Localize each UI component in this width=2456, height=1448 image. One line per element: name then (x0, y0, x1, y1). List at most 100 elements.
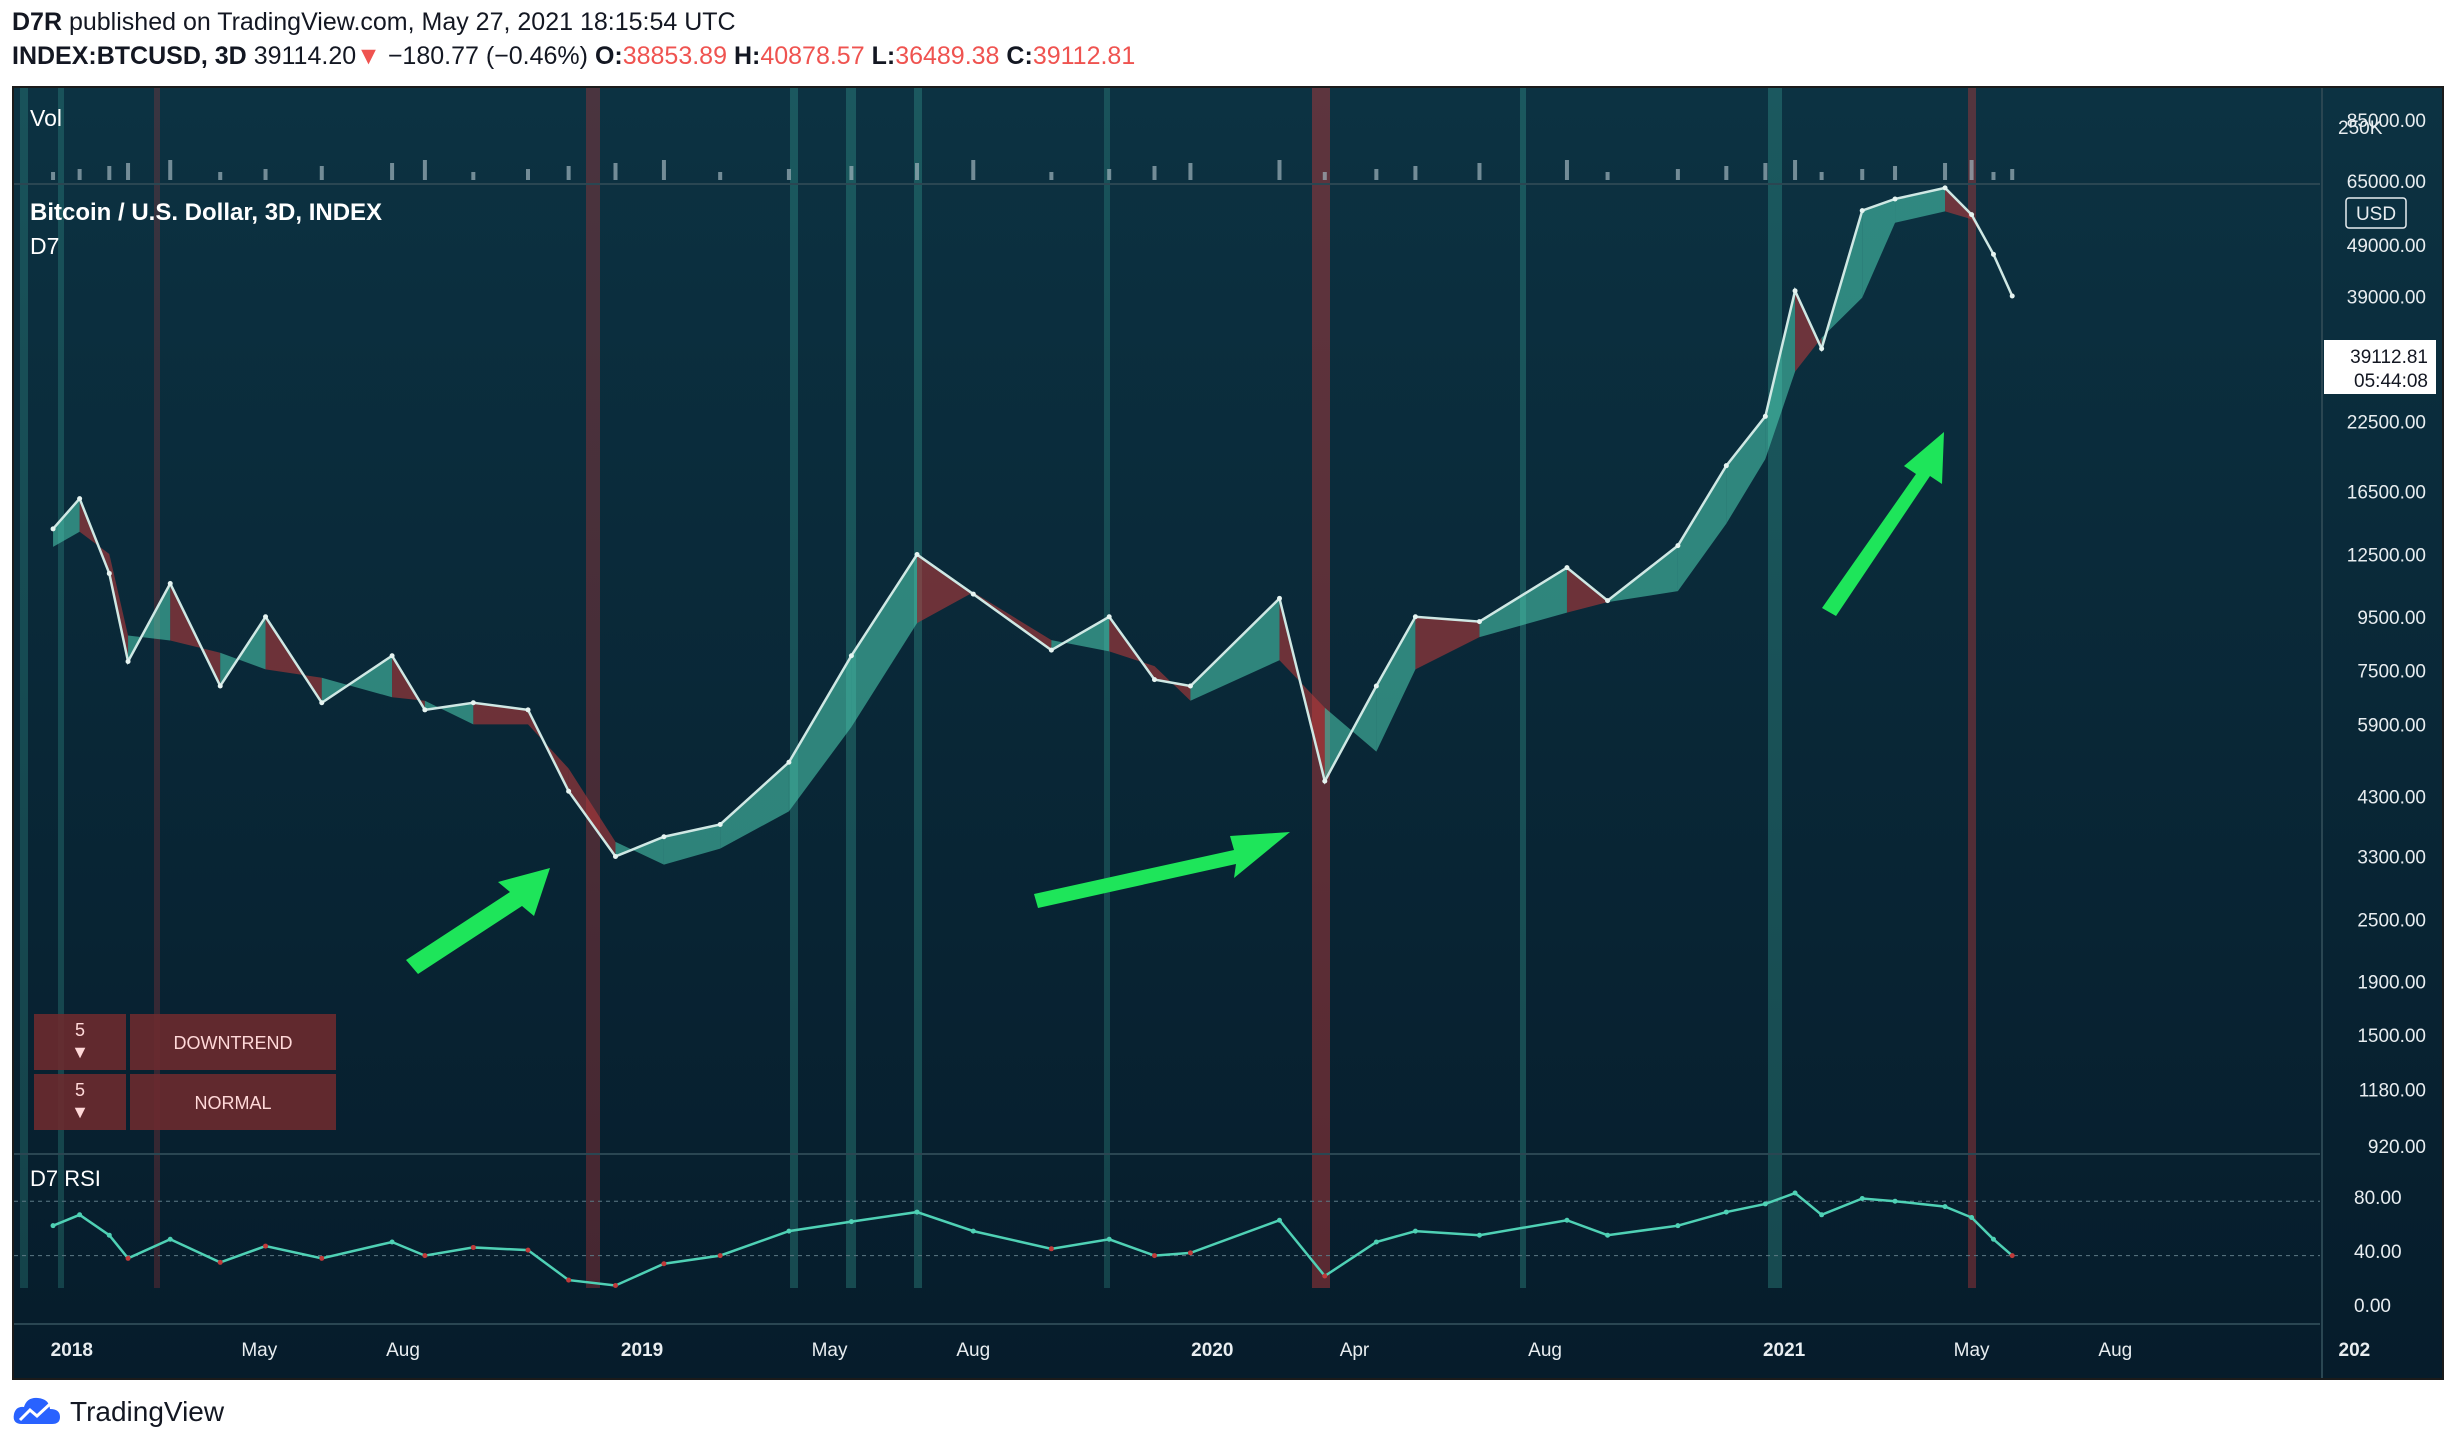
rsi-point (1762, 1201, 1768, 1207)
rsi-point (1373, 1239, 1379, 1245)
rsi-point (661, 1261, 667, 1267)
arrow-annotation-1 (406, 868, 550, 974)
rsi-point (1322, 1273, 1328, 1279)
price-point (1322, 778, 1328, 784)
volume-bar (1605, 172, 1610, 180)
price-tick-label: 49000.00 (2347, 236, 2426, 257)
volume-bar (471, 172, 476, 180)
high-value: 40878.57 (760, 42, 865, 70)
time-tick-label: 202 (2339, 1340, 2371, 1361)
symbol-label: INDEX:BTCUSD, 3D (12, 42, 247, 70)
status-cell-1 (34, 1014, 126, 1070)
volume-bar (107, 166, 112, 180)
time-tick-label: Aug (2098, 1340, 2132, 1361)
price-point (1819, 346, 1825, 352)
rsi-tick-80: 80.00 (2354, 1188, 2402, 1209)
price-tick-label: 16500.00 (2347, 483, 2426, 504)
volume-bar (319, 166, 324, 180)
price-point (422, 707, 428, 713)
rsi-point (970, 1228, 976, 1234)
status-row2-value: 5 (75, 1080, 85, 1100)
price-tick-label: 3300.00 (2357, 847, 2426, 868)
low-value: 36489.38 (895, 42, 1000, 70)
price-tick-label: 920.00 (2368, 1137, 2426, 1158)
volume-bar (1564, 160, 1569, 180)
price-point (525, 707, 531, 713)
time-tick-label: 2018 (51, 1340, 93, 1361)
open-label: O: (594, 42, 623, 70)
author-name[interactable]: D7R (12, 8, 63, 36)
price-point (612, 853, 618, 859)
rsi-point (1476, 1232, 1482, 1238)
trend-ribbon-segment (1862, 198, 1896, 298)
volume-bar (77, 169, 82, 180)
trend-ribbon-segment (1566, 567, 1608, 613)
trend-ribbon-segment (1765, 290, 1796, 459)
high-label: H: (733, 42, 761, 70)
rsi-point (1942, 1204, 1948, 1210)
price-tag-countdown: 05:44:08 (2354, 371, 2428, 392)
publish-text: published on TradingView.com, May 27, 20… (68, 8, 736, 36)
rsi-point (566, 1277, 572, 1283)
close-label: C: (1006, 42, 1033, 70)
time-tick-label: 2020 (1191, 1340, 1233, 1361)
volume-bar (1763, 163, 1768, 180)
price-tag (2324, 340, 2436, 394)
volume-bar (1893, 166, 1898, 180)
rsi-point (786, 1228, 792, 1234)
rsi-point (1675, 1223, 1681, 1229)
volume-bar (1991, 172, 1996, 180)
volume-bar (1277, 160, 1282, 180)
time-tick-label: May (812, 1340, 848, 1361)
price-point (125, 658, 131, 664)
price-point (1187, 683, 1193, 689)
price-point (1476, 619, 1482, 625)
price-change: −180.77 (−0.46%) (387, 42, 588, 70)
price-point (1276, 595, 1282, 601)
volume-bars (51, 160, 2015, 180)
status-row1-label: DOWNTREND (174, 1033, 293, 1053)
rsi-point (125, 1255, 131, 1261)
price-point (970, 591, 976, 597)
volume-bar (661, 160, 666, 180)
status-cell-3 (34, 1074, 126, 1130)
rsi-point (914, 1209, 920, 1215)
volume-bar (1860, 169, 1865, 180)
rsi-point (217, 1259, 223, 1265)
rsi-point (612, 1283, 618, 1289)
price-point (661, 834, 667, 840)
price-point (1152, 677, 1158, 683)
trend-ribbon-segment (53, 498, 80, 547)
trend-ribbon-segment (851, 554, 918, 727)
symbol-info: INDEX:BTCUSD, 3D 39114.20▼ −180.77 (−0.4… (12, 42, 1135, 71)
rsi-point (1412, 1228, 1418, 1234)
price-point (1048, 647, 1054, 653)
status-row2-arrow-icon: ▼ (71, 1102, 89, 1122)
tradingview-logo[interactable]: TradingView (12, 1392, 224, 1432)
price-point (914, 552, 920, 558)
chart-frame[interactable]: Vol 250K Bitcoin / U.S. Dollar, 3D, INDE… (12, 86, 2444, 1380)
volume-bar (1413, 166, 1418, 180)
volume-bar (390, 163, 395, 180)
time-tick-label: 2019 (621, 1340, 663, 1361)
rsi-point (1152, 1253, 1158, 1259)
price-point (263, 614, 269, 620)
price-point (1859, 208, 1865, 214)
trend-ribbon-segment (1376, 616, 1416, 752)
rsi-point (167, 1236, 173, 1242)
rsi-point (1969, 1215, 1975, 1221)
rsi-series (14, 1190, 2320, 1289)
rsi-point (1892, 1198, 1898, 1204)
trend-ribbon-segment (1677, 465, 1727, 592)
price-tick-label: 4300.00 (2357, 787, 2426, 808)
chart-canvas[interactable]: Vol 250K Bitcoin / U.S. Dollar, 3D, INDE… (14, 88, 2442, 1378)
price-point (319, 700, 325, 706)
price-tag-value: 39112.81 (2350, 347, 2428, 368)
currency-button[interactable] (2345, 197, 2407, 229)
volume-bar (1188, 163, 1193, 180)
volume-bar (51, 172, 56, 180)
open-value: 38853.89 (622, 42, 727, 70)
rsi-point (848, 1219, 854, 1225)
price-point (2009, 293, 2015, 299)
trend-ribbon-segment (1415, 616, 1480, 670)
